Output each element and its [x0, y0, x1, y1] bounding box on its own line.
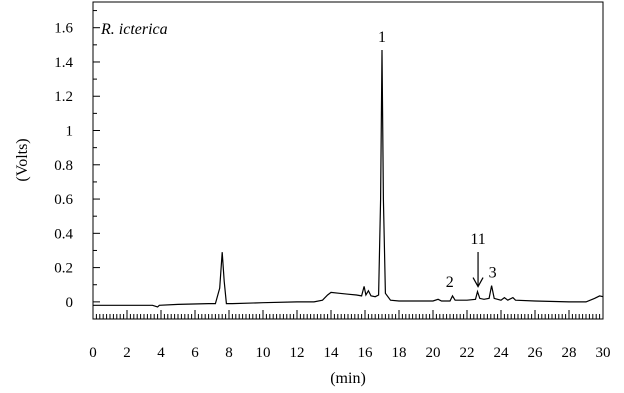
x-tick-label: 14	[324, 345, 340, 361]
x-tick-label: 0	[89, 345, 97, 361]
y-axis-ticks: 0 0.2 0.4 0.6 0.8 1 1.2 1.4 1.6	[54, 10, 100, 320]
y-tick-label: 0.6	[54, 192, 73, 208]
y-axis-label: (Volts)	[14, 138, 31, 181]
peak-label: 2	[446, 274, 454, 291]
x-tick-label: 20	[426, 345, 441, 361]
x-tick-label: 4	[157, 345, 165, 361]
y-tick-label: 1.2	[54, 89, 73, 105]
y-tick-label: 0	[66, 295, 74, 311]
arrow-head-icon	[472, 277, 484, 288]
y-tick-label: 1	[66, 124, 74, 140]
x-tick-label: 2	[123, 345, 131, 361]
x-tick-label: 6	[191, 345, 199, 361]
x-tick-label: 18	[392, 345, 407, 361]
plot-frame	[92, 1, 604, 320]
x-tick-label: 24	[494, 345, 510, 361]
peak-label: 3	[489, 265, 497, 282]
peak-label: 1	[378, 29, 386, 46]
x-tick-label: 10	[256, 345, 271, 361]
y-tick-label: 0.4	[54, 226, 73, 242]
y-tick-label: 0.8	[54, 158, 73, 174]
inset-title: R. icterica	[100, 21, 168, 38]
x-tick-label: 16	[358, 345, 374, 361]
x-axis-ticks: 0 2 4 6 8 10 12 14 16 18 20 22 24 26 28 30	[89, 310, 611, 361]
peak-annotations: 1 2 113	[378, 29, 497, 291]
x-tick-label: 12	[290, 345, 305, 361]
y-tick-label: 1.4	[54, 55, 73, 71]
y-tick-label: 1.6	[54, 21, 73, 37]
x-tick-label: 8	[225, 345, 233, 361]
minor-x-ticks	[95, 314, 601, 319]
series-line	[93, 49, 604, 308]
x-tick-label: 30	[596, 345, 611, 361]
x-axis-label: (min)	[330, 370, 366, 387]
peak-label: 11	[470, 231, 485, 248]
x-tick-label: 22	[460, 345, 475, 361]
y-tick-label: 0.2	[54, 261, 73, 277]
x-tick-label: 26	[528, 345, 544, 361]
x-tick-label: 28	[562, 345, 577, 361]
